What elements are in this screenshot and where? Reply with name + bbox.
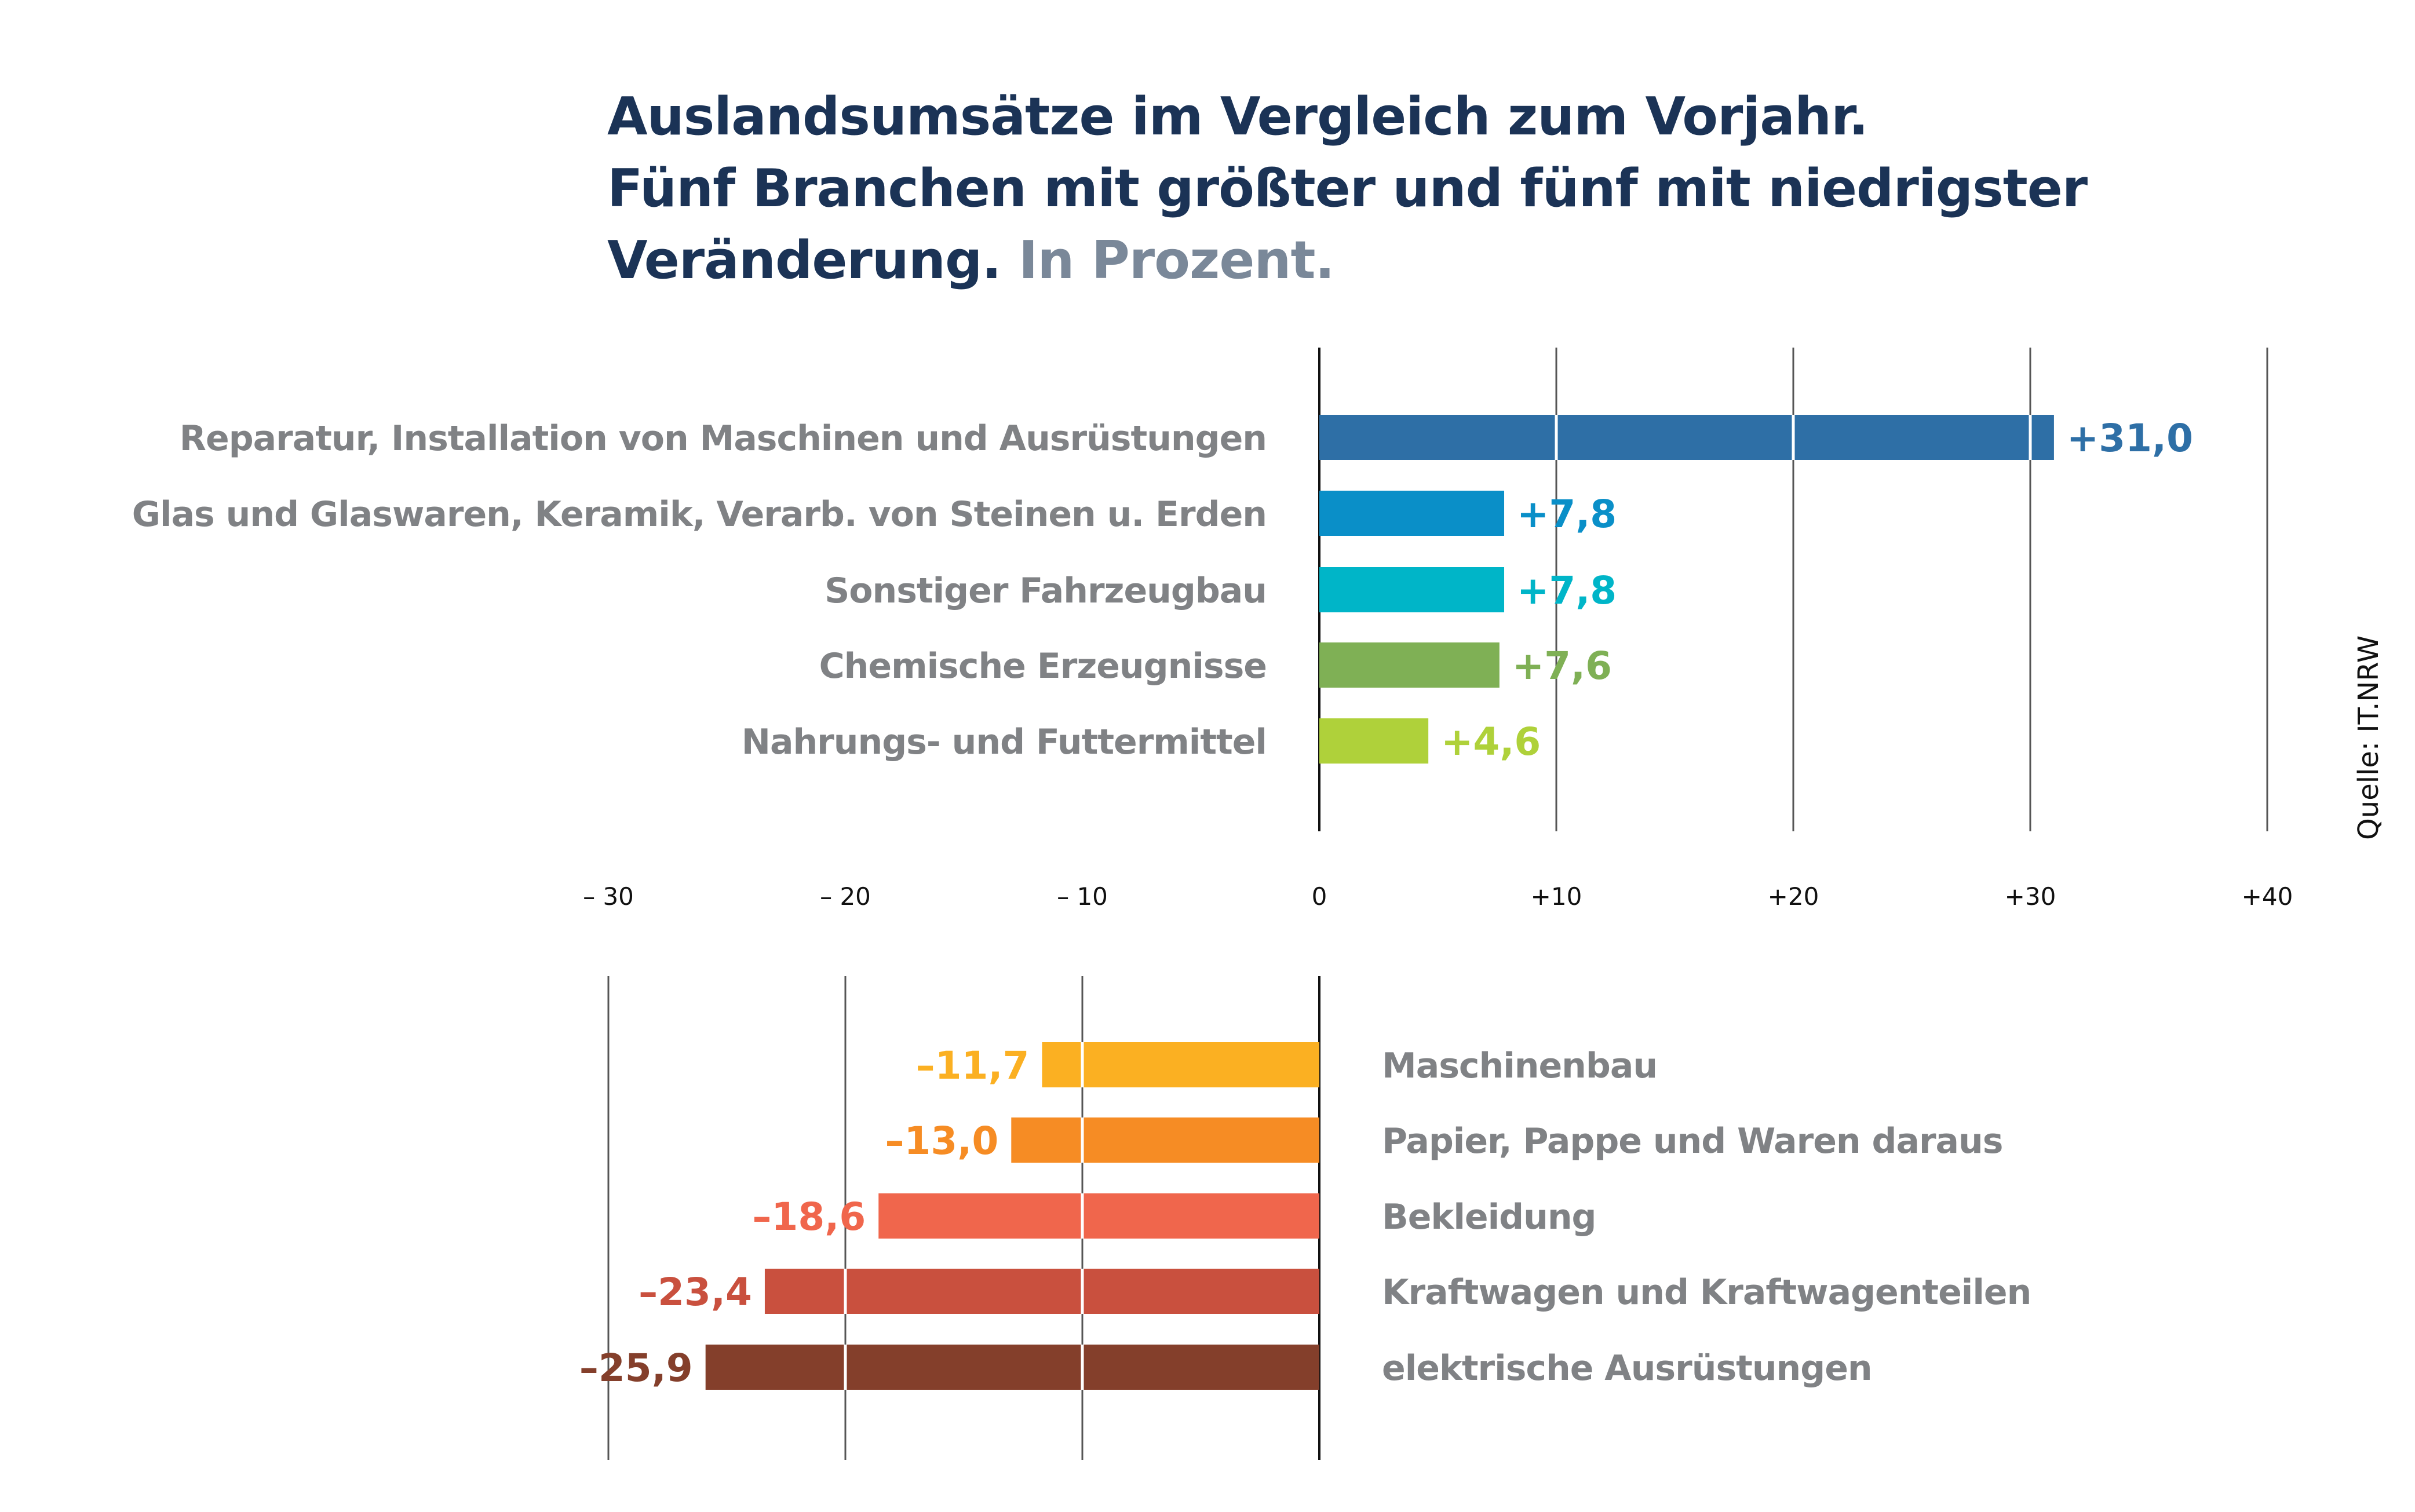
value-label-top-3: +7,6 bbox=[1512, 644, 1612, 688]
tick-label: – 10 bbox=[1057, 882, 1108, 911]
value-label-bottom-0: –11,7 bbox=[916, 1043, 1030, 1088]
bar-top-3 bbox=[1319, 642, 1500, 688]
value-label-top-0: +31,0 bbox=[2067, 416, 2193, 461]
tick-label: – 30 bbox=[583, 882, 634, 911]
value-label-top-4: +4,6 bbox=[1441, 720, 1541, 764]
title-unit: In Prozent. bbox=[1018, 230, 1335, 291]
bar-bottom-4 bbox=[705, 1345, 1319, 1390]
tick-label: 0 bbox=[1312, 882, 1327, 911]
category-label-bottom-4: elektrische Ausrüstungen bbox=[1382, 1348, 1872, 1389]
title-line-1: Auslandsumsätze im Vergleich zum Vorjahr… bbox=[607, 86, 1869, 147]
category-label-top-2: Sonstiger Fahrzeugbau bbox=[825, 571, 1267, 611]
title-line-2: Fünf Branchen mit größter und fünf mit n… bbox=[607, 158, 2088, 219]
tick-label: +30 bbox=[2005, 882, 2056, 911]
value-label-top-1: +7,8 bbox=[1517, 492, 1617, 536]
bar-top-2 bbox=[1319, 567, 1505, 612]
category-label-bottom-3: Kraftwagen und Kraftwagenteilen bbox=[1382, 1272, 2031, 1313]
category-label-top-3: Chemische Erzeugnisse bbox=[819, 646, 1267, 686]
bar-bottom-1 bbox=[1011, 1117, 1319, 1163]
value-label-bottom-3: –23,4 bbox=[639, 1270, 752, 1314]
bars bbox=[705, 415, 2054, 1390]
bar-top-0 bbox=[1319, 415, 2054, 460]
bar-gridline-overlays bbox=[844, 415, 2032, 1390]
category-label-top-0: Reparatur, Installation von Maschinen un… bbox=[180, 418, 1267, 459]
tick-label: +20 bbox=[1768, 882, 1819, 911]
bar-top-1 bbox=[1319, 491, 1505, 536]
bar-bottom-0 bbox=[1042, 1042, 1319, 1087]
category-label-top-1: Glas und Glaswaren, Keramik, Verarb. von… bbox=[132, 494, 1267, 535]
labels: – 30 – 20 – 10 0 +10 +20 +30 +40 +31,0 Reparatur,… bbox=[132, 416, 2293, 1390]
category-label-bottom-2: Bekleidung bbox=[1382, 1197, 1596, 1237]
category-label-bottom-0: Maschinenbau bbox=[1382, 1046, 1657, 1086]
value-label-top-2: +7,8 bbox=[1517, 568, 1617, 613]
value-label-bottom-2: –18,6 bbox=[752, 1195, 866, 1239]
title-line-3: Veränderung. In Prozent. bbox=[607, 225, 2288, 297]
source-note: Quelle: IT.NRW bbox=[2352, 635, 2385, 840]
category-label-bottom-1: Papier, Pappe und Waren daraus bbox=[1382, 1121, 2002, 1162]
tick-label: +10 bbox=[1531, 882, 1582, 911]
value-label-bottom-4: –25,9 bbox=[579, 1346, 693, 1390]
category-label-top-4: Nahrungs- und Futtermittel bbox=[742, 722, 1267, 762]
value-label-bottom-1: –13,0 bbox=[885, 1119, 998, 1163]
tick-label: +40 bbox=[2242, 882, 2293, 911]
title-line-3-text: Veränderung. bbox=[607, 230, 1002, 291]
tick-label: – 20 bbox=[820, 882, 871, 911]
bar-bottom-2 bbox=[878, 1193, 1319, 1239]
chart-title: Auslandsumsätze im Vergleich zum Vorjahr… bbox=[607, 81, 2288, 297]
bar-top-4 bbox=[1319, 718, 1429, 764]
bar-bottom-3 bbox=[764, 1269, 1319, 1314]
